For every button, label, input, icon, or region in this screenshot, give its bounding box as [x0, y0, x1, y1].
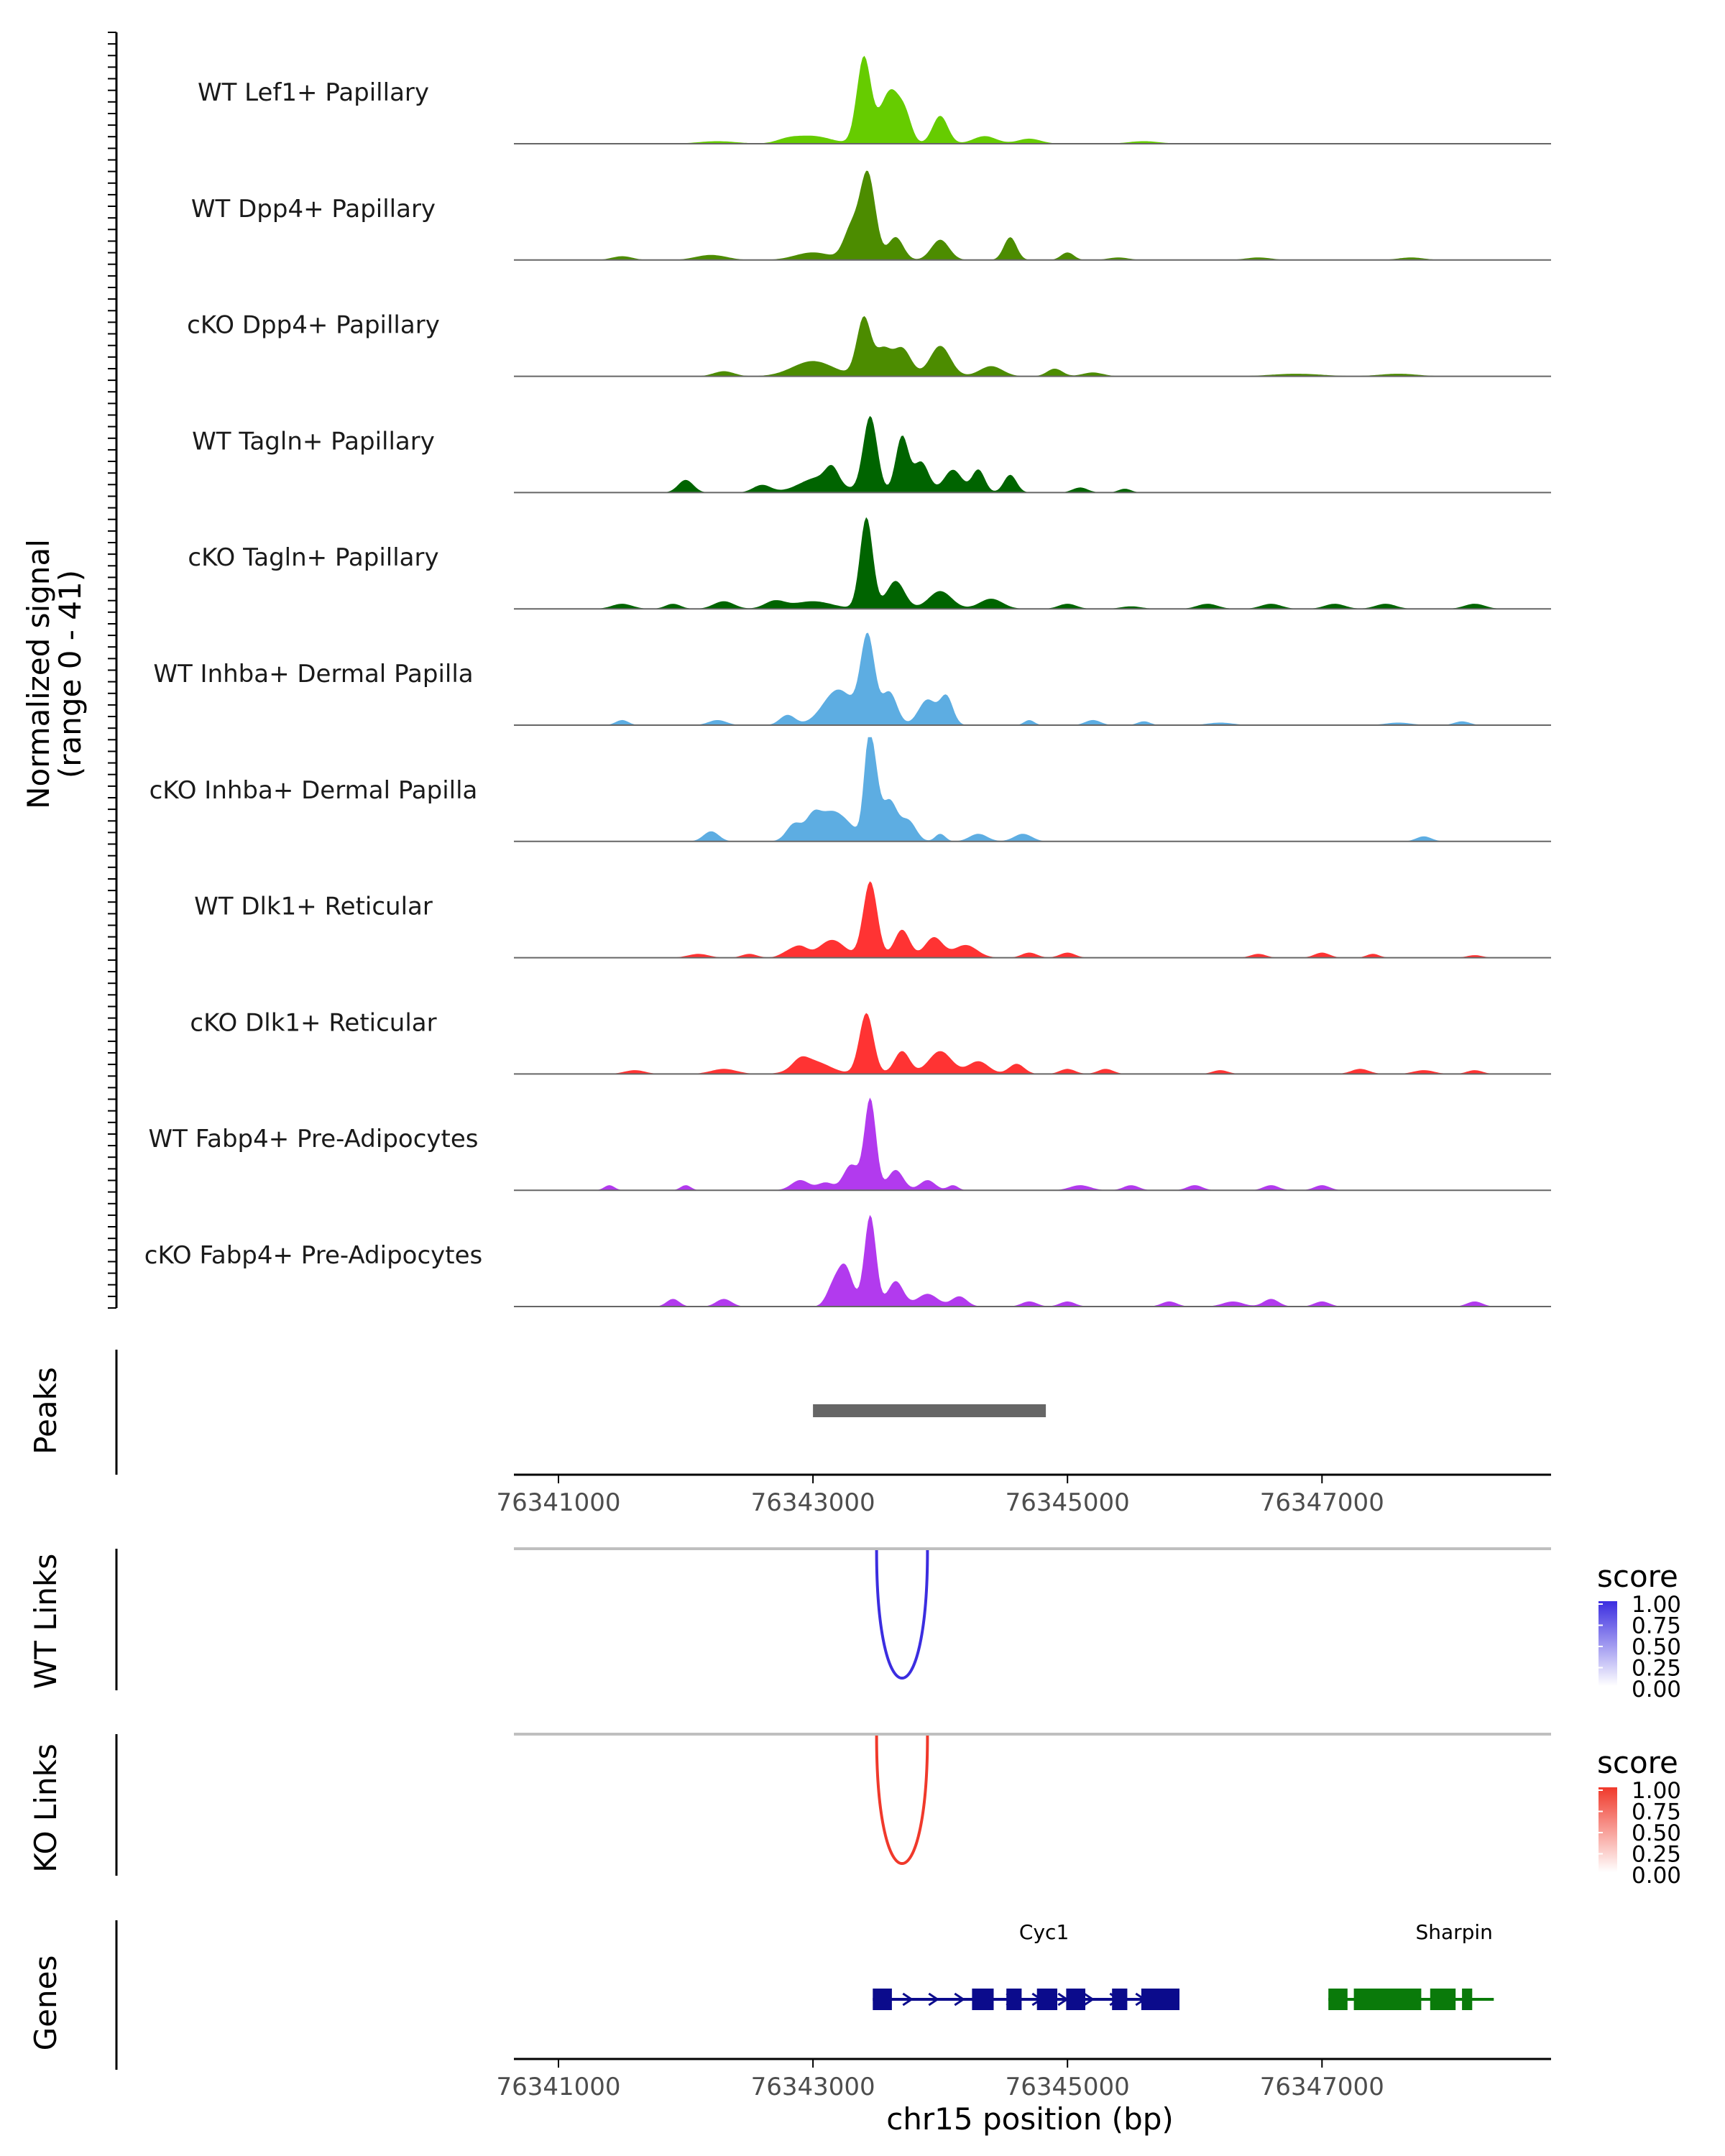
coverage-area: [514, 55, 1513, 144]
x-axis-bottom: 76341000 76343000 76345000 76347000: [496, 2058, 1551, 2101]
legend-tick-label: 0.00: [1632, 1677, 1681, 1703]
peaks-panel: [115, 1350, 1046, 1475]
gene-exon: [1006, 1989, 1022, 2010]
gene-exon: [1353, 1989, 1422, 2010]
x-tick-label-bottom: 76345000: [1006, 2073, 1130, 2101]
strand-arrow: [1083, 1992, 1095, 2007]
coverage-track-3: cKO Dpp4+ Papillary: [187, 311, 1551, 377]
track-label: WT Dlk1+ Reticular: [194, 893, 433, 921]
track-label: WT Tagln+ Papillary: [192, 427, 435, 456]
coverage-area: [514, 1013, 1513, 1074]
gene-sharpin: Sharpin: [1328, 1920, 1494, 2010]
strand-arrow: [928, 1992, 940, 2007]
legend-tick-label: 0.75: [1632, 1613, 1681, 1639]
legend-tick-label: 1.00: [1632, 1778, 1681, 1804]
gene-exon: [873, 1989, 892, 2010]
gene-name: Sharpin: [1415, 1920, 1493, 1944]
coverage-track-8: WT Dlk1+ Reticular: [194, 881, 1551, 959]
legend-tick-label: 0.50: [1632, 1634, 1681, 1660]
legend-tick-label: 0.25: [1632, 1656, 1681, 1682]
coverage-track-6: WT Inhba+ Dermal Papilla: [153, 632, 1551, 726]
legend-title: score: [1597, 1559, 1678, 1594]
coverage-track-2: WT Dpp4+ Papillary: [191, 170, 1551, 261]
gene-exon: [1066, 1989, 1085, 2010]
links-panels: [115, 1547, 1551, 1876]
gene-exon: [972, 1989, 994, 2010]
legend-tick-label: 1.00: [1632, 1592, 1681, 1618]
link-arc: [875, 1735, 929, 1865]
coverage-track-1: WT Lef1+ Papillary: [198, 55, 1551, 144]
coverage-y-axis: [108, 32, 118, 1309]
score-legends: score1.000.750.500.250.00score1.000.750.…: [1597, 1559, 1681, 1889]
track-label: WT Inhba+ Dermal Papilla: [153, 660, 473, 688]
coverage-area: [514, 415, 1513, 493]
coverage-y-label-line2: (range 0 - 41): [52, 570, 88, 778]
peaks-label: Peaks: [28, 1367, 63, 1455]
coverage-area: [514, 315, 1513, 377]
x-tick-label-top: 76347000: [1260, 1488, 1384, 1517]
coverage-area: [514, 881, 1513, 958]
legend-tick-label: 0.50: [1632, 1820, 1681, 1846]
track-label: cKO Inhba+ Dermal Papilla: [150, 776, 478, 805]
x-axis-title: chr15 position (bp): [886, 2101, 1174, 2137]
coverage-track-7: cKO Inhba+ Dermal Papilla: [150, 737, 1551, 842]
ko-links-label: KO Links: [28, 1743, 63, 1873]
gene-exon: [1036, 1989, 1057, 2010]
track-label: cKO Tagln+ Papillary: [188, 543, 438, 572]
coverage-area: [514, 1097, 1513, 1191]
gene-exon: [1141, 1989, 1179, 2010]
ko-links-panel: [115, 1733, 1551, 1876]
genes-label: Genes: [28, 1955, 63, 2051]
coverage-area: [514, 517, 1513, 609]
track-label: cKO Dlk1+ Reticular: [190, 1008, 436, 1037]
gene-exon: [1328, 1989, 1348, 2010]
legend-colorbar: [1598, 1787, 1617, 1872]
wt-links-panel: [115, 1547, 1551, 1690]
coverage-track-10: WT Fabp4+ Pre-Adipocytes: [149, 1097, 1551, 1192]
gene-exon: [1430, 1989, 1456, 2010]
gene-exon: [1462, 1989, 1473, 2010]
coverage-track-11: cKO Fabp4+ Pre-Adipocytes: [144, 1215, 1551, 1307]
x-tick-label-top: 76341000: [496, 1488, 620, 1517]
legend-tick-label: 0.75: [1632, 1800, 1681, 1825]
track-label: WT Dpp4+ Papillary: [191, 195, 436, 224]
gene-exon: [1112, 1989, 1128, 2010]
coverage-area: [514, 170, 1513, 260]
x-tick-label-bottom: 76347000: [1260, 2073, 1384, 2101]
peak-region: [813, 1404, 1046, 1417]
track-label: WT Lef1+ Papillary: [198, 78, 429, 107]
link-arc: [875, 1549, 929, 1680]
coverage-area: [514, 632, 1513, 725]
legend-tick-label: 0.25: [1632, 1842, 1681, 1868]
legend-title: score: [1597, 1745, 1678, 1780]
x-axis-top: 76341000 76343000 76345000 76347000: [496, 1473, 1551, 1517]
coverage-track-4: WT Tagln+ Papillary: [192, 415, 1551, 494]
track-label: cKO Fabp4+ Pre-Adipocytes: [144, 1241, 483, 1270]
track-label: WT Fabp4+ Pre-Adipocytes: [149, 1125, 479, 1153]
gene-name: Cyc1: [1019, 1920, 1069, 1944]
x-tick-label-bottom: 76341000: [496, 2073, 620, 2101]
strand-arrow: [902, 1992, 914, 2007]
wt-links-label: WT Links: [28, 1554, 63, 1689]
genes-panel: Cyc1 Sharpin: [115, 1920, 1494, 2070]
strand-arrow: [954, 1992, 966, 2007]
x-tick-label-top: 76343000: [751, 1488, 875, 1517]
x-tick-label-bottom: 76343000: [751, 2073, 875, 2101]
legend-colorbar: [1598, 1601, 1617, 1686]
legend-tick-label: 0.00: [1632, 1863, 1681, 1889]
coverage-tracks: WT Lef1+ Papillary WT Dpp4+ Papillary cKO …: [144, 55, 1551, 1307]
gene-cyc1: Cyc1: [873, 1920, 1179, 2010]
coverage-track-9: cKO Dlk1+ Reticular: [190, 1008, 1551, 1075]
coverage-area: [514, 1215, 1513, 1307]
track-label: cKO Dpp4+ Papillary: [187, 311, 440, 340]
coverage-y-label-line1: Normalized signal: [21, 539, 56, 809]
x-tick-label-top: 76345000: [1006, 1488, 1130, 1517]
coverage-track-5: cKO Tagln+ Papillary: [188, 517, 1551, 610]
coverage-area: [514, 737, 1513, 842]
